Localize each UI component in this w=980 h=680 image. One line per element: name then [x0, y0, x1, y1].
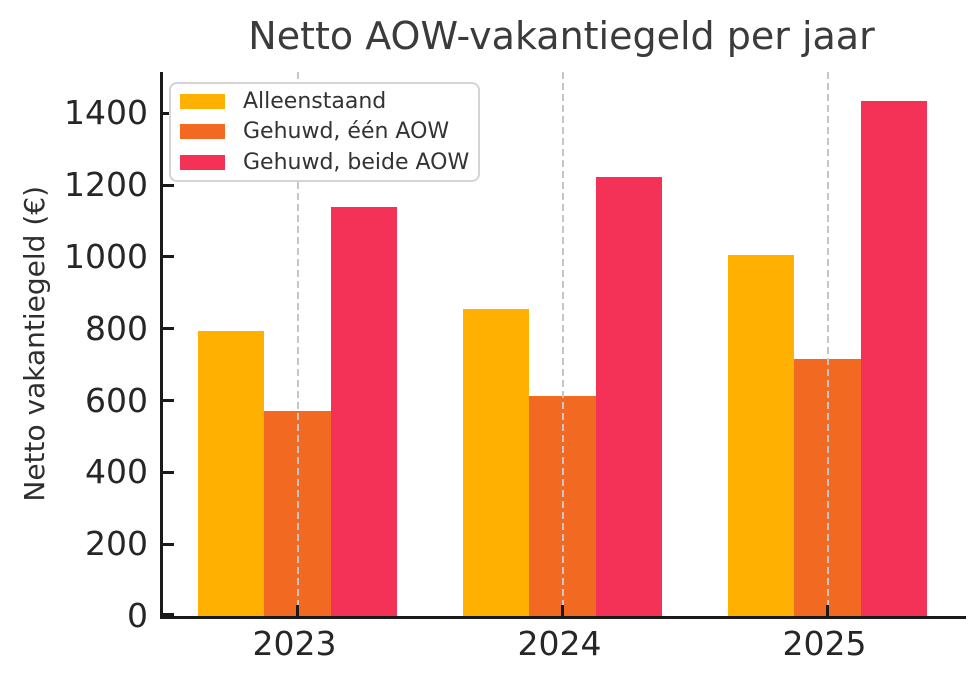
x-tick-label: 2024	[517, 624, 602, 663]
y-tick-mark	[163, 183, 174, 187]
legend: Alleenstaand Gehuwd, één AOW Gehuwd, beide…	[169, 82, 480, 182]
bar-2024-series-3	[595, 176, 663, 616]
y-tick-label: 800	[85, 308, 148, 348]
y-tick-label: 1200	[64, 165, 148, 205]
y-tick-label: 200	[85, 524, 148, 564]
legend-swatch-icon	[180, 124, 225, 140]
x-tick-mark	[561, 605, 564, 616]
bar-2025-series-3	[860, 101, 928, 616]
x-tick-mark	[826, 605, 829, 616]
bar-2023-series-3	[330, 206, 398, 616]
legend-row: Gehuwd, beide AOW	[180, 150, 478, 175]
bar-2025-series-1	[727, 255, 795, 616]
legend-row: Alleenstaand	[180, 89, 478, 114]
bar-2024-series-1	[462, 309, 530, 616]
y-tick-mark	[163, 470, 174, 474]
y-tick-label: 400	[85, 452, 148, 492]
legend-swatch-icon	[180, 93, 225, 109]
bar-2023-series-1	[197, 330, 265, 616]
x-tick-label: 2025	[782, 624, 867, 663]
y-tick-label: 0	[127, 596, 148, 635]
legend-label: Gehuwd, één AOW	[243, 119, 450, 145]
gridline-vertical	[826, 72, 829, 616]
y-tick-label: 1000	[64, 236, 148, 276]
chart-title: Netto AOW-vakantiegeld per jaar	[248, 14, 875, 58]
y-tick-mark	[163, 399, 174, 403]
y-tick-mark	[163, 111, 174, 115]
legend-label: Alleenstaand	[243, 88, 387, 114]
plot-area	[160, 72, 966, 619]
y-tick-mark	[163, 542, 174, 546]
x-tick-label: 2023	[252, 624, 337, 663]
legend-swatch-icon	[180, 155, 225, 171]
y-tick-label: 600	[85, 380, 148, 420]
y-tick-mark	[163, 327, 174, 331]
y-tick-mark	[163, 255, 174, 259]
y-tick-mark	[163, 613, 174, 616]
gridline-vertical	[296, 72, 299, 616]
y-tick-label: 1400	[64, 93, 148, 133]
legend-row: Gehuwd, één AOW	[180, 119, 478, 144]
x-tick-mark	[296, 605, 299, 616]
legend-label: Gehuwd, beide AOW	[243, 150, 470, 176]
gridline-vertical	[561, 72, 564, 616]
